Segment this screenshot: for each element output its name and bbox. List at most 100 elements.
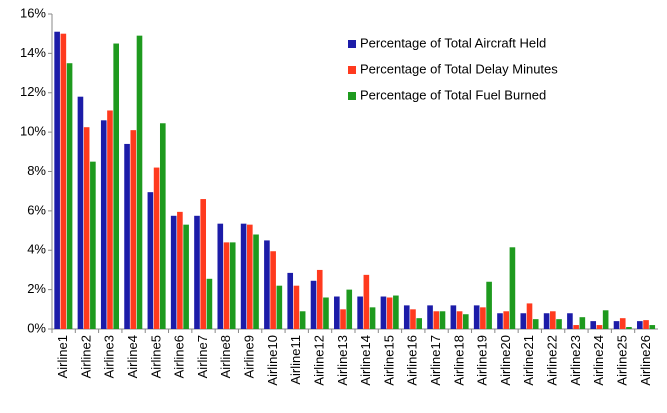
- bar: [567, 313, 573, 329]
- bar: [170, 215, 177, 329]
- y-tick-label: 8%: [27, 163, 46, 178]
- x-tick-label: Airline21: [521, 335, 536, 386]
- bar: [590, 321, 597, 329]
- bar: [403, 305, 410, 329]
- x-tick-label: Airline22: [545, 335, 560, 386]
- bar: [637, 321, 643, 329]
- bar: [323, 297, 329, 329]
- bar: [643, 320, 649, 329]
- x-tick-label: Airline2: [78, 335, 93, 378]
- bar: [439, 311, 446, 329]
- bar: [486, 281, 492, 329]
- bar: [473, 305, 480, 329]
- bar: [136, 35, 143, 329]
- x-tick-label: Airline11: [288, 335, 303, 385]
- bar: [60, 33, 67, 329]
- bar: [113, 43, 119, 329]
- bar: [264, 240, 270, 329]
- x-tick-label: Airline9: [242, 335, 257, 378]
- bar: [217, 223, 224, 329]
- bar: [77, 96, 84, 329]
- bar: [410, 309, 416, 329]
- x-tick-label: Airline16: [405, 335, 420, 386]
- bar: [299, 311, 306, 329]
- bar: [393, 295, 399, 329]
- y-tick-label: 0%: [27, 320, 46, 335]
- bar: [334, 296, 340, 329]
- y-tick-label: 2%: [27, 281, 46, 296]
- bar: [602, 310, 609, 329]
- bar: [124, 143, 130, 329]
- x-tick-label: Airline23: [568, 335, 583, 386]
- bar: [596, 325, 603, 329]
- bar: [573, 325, 579, 329]
- bar: [253, 234, 259, 329]
- bar: [369, 307, 376, 329]
- x-tick-label: Airline19: [475, 335, 490, 386]
- bar: [509, 247, 516, 329]
- bar: [159, 123, 166, 329]
- bar: [357, 296, 363, 329]
- bar: [229, 242, 236, 329]
- bar: [649, 325, 656, 329]
- bar: [287, 272, 294, 329]
- x-tick-label: Airline13: [335, 335, 350, 386]
- bar: [90, 161, 96, 329]
- y-tick-label: 12%: [20, 84, 46, 99]
- x-tick-label: Airline7: [195, 335, 210, 378]
- bar: [340, 309, 346, 329]
- bar: [194, 215, 200, 329]
- bar: [520, 313, 527, 329]
- y-tick-label: 6%: [27, 202, 46, 217]
- x-tick-label: Airline8: [218, 335, 233, 378]
- legend-swatch: [348, 92, 356, 100]
- bar: [462, 314, 469, 329]
- bar: [626, 327, 632, 329]
- bar: [316, 269, 323, 329]
- legend-swatch: [348, 66, 356, 74]
- bar: [363, 274, 370, 329]
- x-tick-label: Airline15: [381, 335, 396, 386]
- x-tick-label: Airline5: [148, 335, 163, 378]
- legend-label: Percentage of Total Aircraft Held: [360, 35, 546, 50]
- bar: [503, 311, 510, 329]
- bar: [380, 296, 387, 329]
- bar: [386, 297, 393, 329]
- bar: [450, 305, 457, 329]
- bar: [183, 224, 189, 329]
- bar: [240, 223, 247, 329]
- bar: [310, 280, 317, 329]
- bar: [200, 199, 207, 329]
- legend-label: Percentage of Total Delay Minutes: [360, 61, 558, 76]
- legend-swatch: [348, 40, 356, 48]
- bar: [416, 318, 422, 329]
- bar: [556, 319, 562, 329]
- bar: [147, 192, 154, 329]
- bar: [276, 285, 283, 329]
- x-tick-label: Airline10: [265, 335, 280, 386]
- bar: [66, 63, 73, 329]
- x-tick-label: Airline3: [102, 335, 117, 378]
- bar: [543, 313, 550, 329]
- x-tick-label: Airline26: [638, 335, 653, 386]
- bar: [293, 285, 300, 329]
- bar: [579, 317, 586, 329]
- x-tick-label: Airline6: [172, 335, 187, 378]
- bar: [223, 242, 230, 329]
- bar: [130, 130, 137, 329]
- x-tick-label: Airline20: [498, 335, 513, 386]
- x-tick-label: Airline14: [358, 335, 373, 386]
- bar: [247, 224, 253, 329]
- bar: [456, 311, 463, 329]
- bar: [526, 303, 533, 329]
- bar: [206, 278, 213, 329]
- x-tick-label: Airline1: [55, 335, 70, 378]
- bar: [497, 313, 503, 329]
- y-tick-label: 16%: [20, 5, 46, 20]
- bar: [346, 289, 353, 329]
- bar: [107, 110, 113, 329]
- bar: [532, 319, 539, 329]
- bar: [153, 167, 160, 329]
- x-tick-label: Airline18: [451, 335, 466, 386]
